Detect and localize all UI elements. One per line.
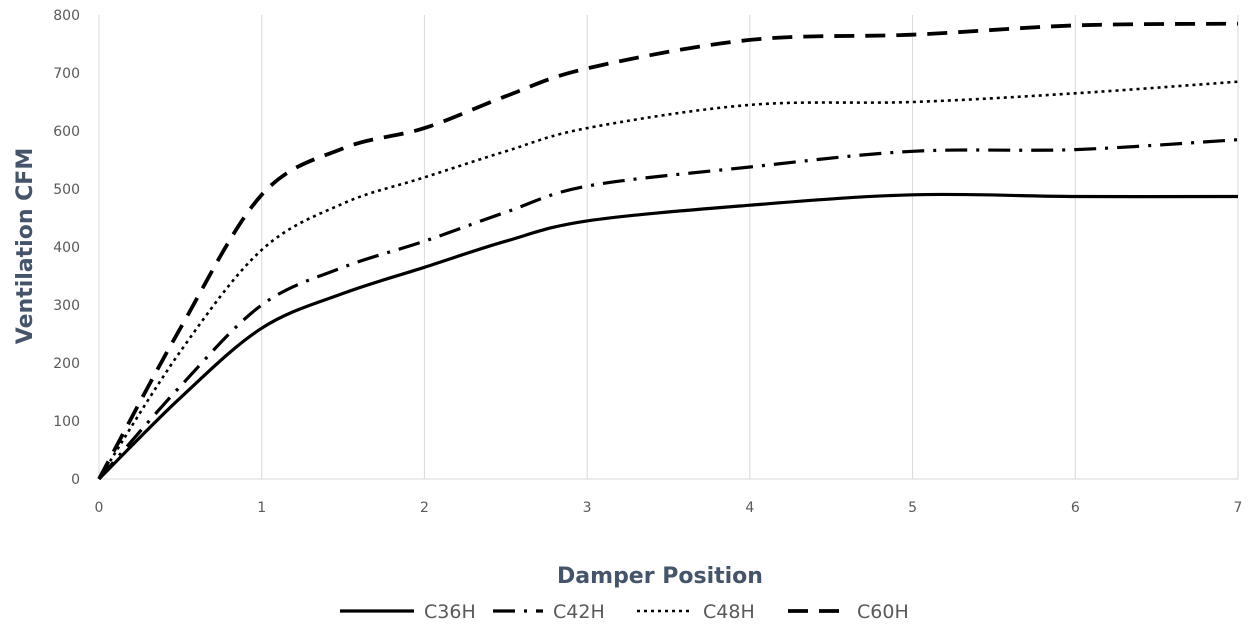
tick-labels: 0 1 2 3 4 5 6 7 0 100 200 300 400 500 600 700 800 — [53, 8, 1242, 516]
y-tick-label: 100 — [53, 414, 80, 430]
y-tick-label: 600 — [53, 124, 80, 140]
y-tick-label: 300 — [53, 298, 80, 314]
y-tick-label: 800 — [53, 8, 80, 24]
x-tick-label: 7 — [1234, 500, 1243, 516]
legend-label: C60H — [857, 601, 909, 623]
series-line-c60h — [97, 21, 1239, 480]
x-tick-label: 3 — [583, 500, 592, 516]
gridlines — [98, 15, 1239, 479]
series-line-c36h — [97, 192, 1239, 481]
x-tick-label: 6 — [1071, 500, 1080, 516]
x-tick-label: 2 — [420, 500, 429, 516]
y-tick-label: 400 — [53, 240, 80, 256]
series-line-c48h — [97, 80, 1239, 480]
y-axis-title: Ventilation CFM — [13, 148, 38, 344]
y-tick-label: 0 — [71, 472, 80, 488]
legend-label: C36H — [424, 601, 476, 623]
legend-label: C48H — [703, 601, 755, 623]
x-tick-label: 4 — [745, 500, 754, 516]
y-tick-label: 700 — [53, 66, 80, 82]
legend: C36H C42H C48H C60H — [340, 601, 909, 623]
series-line-c42h — [97, 138, 1239, 481]
y-tick-label: 500 — [53, 182, 80, 198]
x-tick-label: 5 — [908, 500, 917, 516]
x-tick-label: 0 — [95, 500, 104, 516]
x-tick-label: 1 — [257, 500, 266, 516]
series-lines — [97, 21, 1239, 481]
x-axis-title: Damper Position — [557, 564, 763, 589]
y-tick-label: 200 — [53, 356, 80, 372]
legend-label: C42H — [553, 601, 605, 623]
